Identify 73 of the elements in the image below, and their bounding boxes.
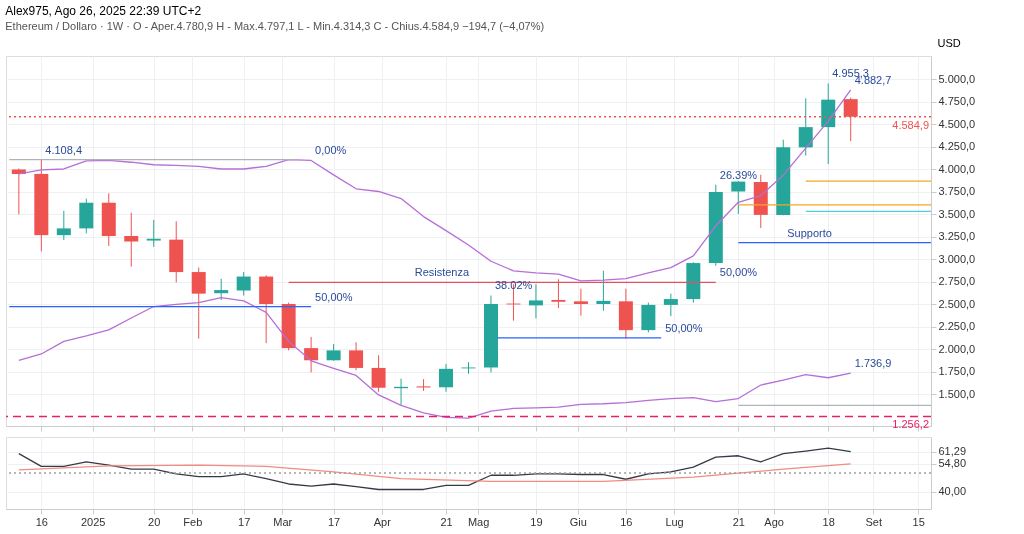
candlestick: [304, 336, 319, 373]
chart-title: Alex975, Ago 26, 2025 22:39 UTC+2: [5, 4, 202, 18]
y-tick-label: 2.750,0: [938, 275, 976, 288]
candlestick: [798, 97, 813, 156]
candlestick: [573, 288, 588, 317]
x-tick-label: Ago: [764, 515, 784, 528]
y-tick-label: 2.500,0: [938, 297, 976, 310]
annotation: 50,00%: [665, 321, 703, 334]
y-tick-label: 3.250,0: [938, 230, 976, 243]
y-tick-label: 1.500,0: [938, 387, 976, 400]
x-tick-label: Feb: [183, 515, 203, 528]
x-tick-label: 18: [822, 515, 835, 528]
line-series: [18, 447, 852, 491]
y-tick-label: 5.000,0: [938, 72, 976, 85]
candlestick: [191, 267, 206, 340]
y-tick-label: 4.000,0: [938, 162, 976, 175]
y-tick-label: 1.750,0: [938, 365, 976, 378]
y-tick-label: 40,00: [938, 485, 967, 498]
x-tick-label: 20: [148, 515, 161, 528]
x-tick-label: Lug: [665, 515, 684, 528]
x-tick-label: 21: [732, 515, 745, 528]
candlestick: [416, 378, 431, 392]
candlestick: [596, 270, 611, 312]
y-tick-label: 61,29: [938, 445, 967, 458]
y-tick-label: 4.750,0: [938, 95, 976, 108]
candlestick: [439, 363, 454, 393]
y-tick-label: 54,80: [938, 457, 967, 470]
annotation: 50,00%: [315, 290, 353, 303]
x-tick-label: Mag: [467, 515, 490, 528]
candlestick: [663, 293, 678, 317]
x-tick-label: 17: [327, 515, 341, 528]
chart-subtitle: Ethereum / Dollaro · 1W · O - Aper.4.780,9 H - Max.4.797,1 L - Min.4.314,3 C - Chius.4.584,9 −194,7 (−4,07%): [5, 20, 545, 32]
candlestick: [349, 341, 364, 371]
annotation: Supporto: [787, 226, 832, 239]
x-tick-label: 2025: [80, 515, 106, 528]
candlestick: [124, 212, 139, 268]
annotation: Resistenza: [414, 266, 470, 279]
x-tick-label: 21: [440, 515, 453, 528]
x-tick-label: 16: [620, 515, 633, 528]
annotation: 26.39%: [719, 168, 758, 181]
x-tick-label: Set: [865, 515, 882, 528]
y-tick-label: 2.250,0: [938, 320, 976, 333]
candlestick: [371, 354, 386, 393]
candlestick: [11, 168, 26, 215]
x-tick-label: 16: [35, 515, 48, 528]
y-tick-label: 3.750,0: [938, 185, 976, 198]
x-tick-label: 15: [912, 515, 925, 528]
line-series: [18, 463, 852, 482]
x-tick-label: 19: [530, 515, 543, 528]
x-tick-label: Apr: [373, 515, 392, 528]
x-tick-label: Giu: [569, 515, 587, 528]
y-axis-title: USD: [937, 36, 961, 49]
x-tick-label: 17: [238, 515, 251, 528]
annotation: 50,00%: [719, 266, 758, 279]
ref-line-label: 4.584,9: [892, 118, 929, 131]
annotation: 1.736,9: [854, 357, 892, 370]
x-tick-label: Mar: [273, 515, 293, 528]
ref-line-label: 1.256,2: [892, 418, 929, 431]
annotation: 4.108,4: [45, 143, 83, 156]
y-tick-label: 4.250,0: [938, 140, 976, 153]
candlestick: [146, 219, 161, 248]
candlestick: [214, 278, 229, 301]
annotation: 38.02%: [494, 279, 533, 292]
y-tick-label: 3.500,0: [938, 207, 976, 220]
annotation: 0,00%: [315, 143, 347, 156]
candlestick: [56, 210, 71, 241]
candlestick: [236, 271, 251, 296]
candlestick: [551, 278, 566, 309]
y-tick-label: 4.500,0: [938, 117, 976, 130]
y-tick-label: 2.000,0: [938, 342, 976, 355]
candlestick: [731, 180, 746, 215]
candlestick: [461, 361, 476, 375]
y-tick-label: 3.000,0: [938, 252, 976, 265]
